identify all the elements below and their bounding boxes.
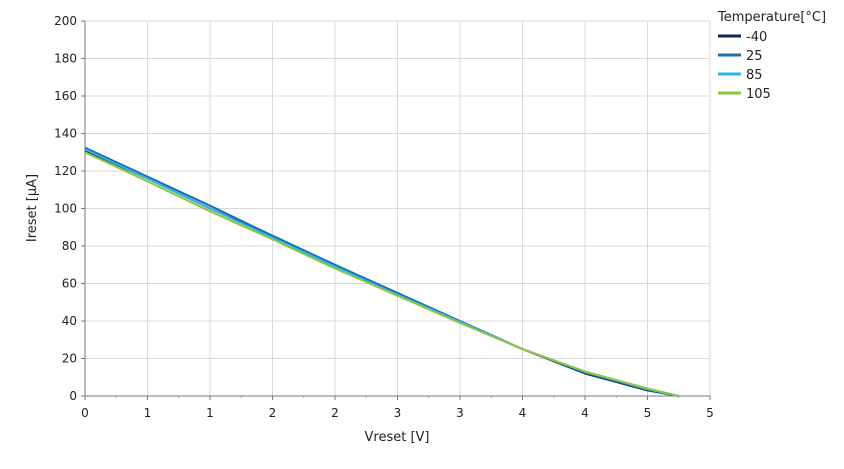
x-tick-label: 3 bbox=[394, 406, 402, 420]
y-tick-label: 140 bbox=[54, 127, 77, 141]
legend-label: -40 bbox=[746, 30, 767, 45]
x-tick-label: 2 bbox=[269, 406, 277, 420]
series-line--40 bbox=[84, 149, 679, 397]
y-tick-label: 20 bbox=[62, 352, 77, 366]
x-tick-label: 5 bbox=[644, 406, 652, 420]
y-tick-label: 180 bbox=[54, 52, 77, 66]
legend-label: 25 bbox=[746, 49, 763, 64]
legend: Temperature[°C] -40 25 85 105 bbox=[717, 10, 826, 102]
y-tick-label: 100 bbox=[54, 202, 77, 216]
y-tick-label: 0 bbox=[69, 389, 77, 403]
series-lines bbox=[84, 146, 680, 397]
y-tick-label: 200 bbox=[54, 14, 77, 28]
legend-title: Temperature[°C] bbox=[717, 10, 826, 25]
x-tick-label: 0 bbox=[81, 406, 89, 420]
legend-label: 85 bbox=[746, 68, 763, 83]
legend-label: 105 bbox=[746, 87, 771, 102]
x-axis-title: Vreset [V] bbox=[365, 430, 430, 445]
x-tick-label: 2 bbox=[331, 406, 339, 420]
y-tick-label: 60 bbox=[62, 277, 77, 291]
x-tick-label: 4 bbox=[519, 406, 527, 420]
grid-lines bbox=[84, 20, 711, 397]
y-tick-label: 80 bbox=[62, 239, 77, 253]
y-axis-title: Ireset [µA] bbox=[25, 174, 40, 242]
x-tick-label: 3 bbox=[456, 406, 464, 420]
x-tick-label: 5 bbox=[706, 406, 714, 420]
y-axis-ticks: 0 20 40 60 80 100 120 140 160 180 200 bbox=[54, 14, 85, 403]
y-tick-label: 40 bbox=[62, 314, 77, 328]
series-line-85 bbox=[84, 148, 680, 397]
series-line-105 bbox=[84, 151, 680, 397]
x-axis-ticks: 0 1 1 2 2 3 3 4 4 5 5 bbox=[81, 396, 714, 420]
x-tick-label: 4 bbox=[581, 406, 589, 420]
y-tick-label: 160 bbox=[54, 89, 77, 103]
y-tick-label: 120 bbox=[54, 164, 77, 178]
x-tick-label: 1 bbox=[206, 406, 214, 420]
x-tick-label: 1 bbox=[144, 406, 152, 420]
